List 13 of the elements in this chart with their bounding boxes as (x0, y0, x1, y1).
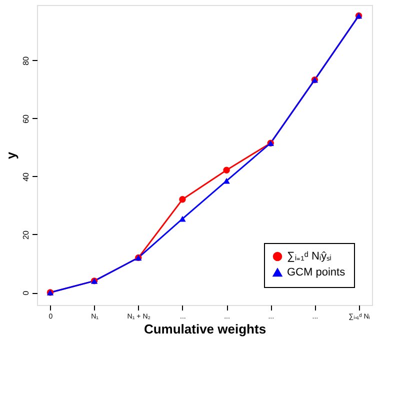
y-tick-label: 20 (22, 230, 30, 240)
legend-label: GCM points (287, 266, 346, 278)
point (223, 178, 230, 184)
y-tick-label: 60 (22, 114, 30, 124)
y-axis-title: y (4, 151, 18, 160)
point (179, 216, 186, 222)
x-axis-title: Cumulative weights (144, 322, 266, 336)
legend-label: ∑ᵢ₌₁ᵈ Nᵢŷₛᵢ (287, 250, 332, 262)
y-tick-label: 80 (22, 56, 30, 66)
y-tick-label: 40 (22, 172, 30, 182)
point (223, 166, 230, 174)
point (179, 196, 186, 203)
y-tick-label: 0 (22, 290, 30, 296)
